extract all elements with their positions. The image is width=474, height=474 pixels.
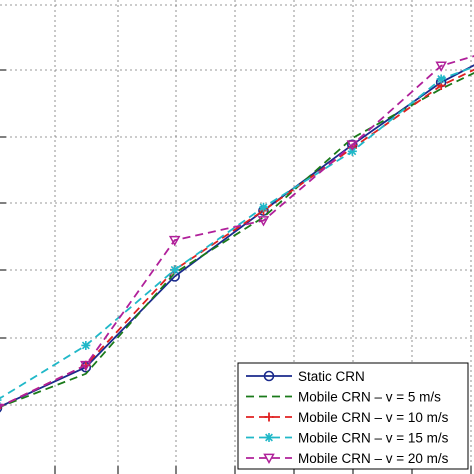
series-line-5 <box>0 55 474 408</box>
legend-label-5: Mobile CRN – v = 20 m/s <box>298 451 449 466</box>
legend-marker-4 <box>264 433 274 442</box>
legend-label-2: Mobile CRN – v = 5 m/s <box>298 390 441 405</box>
series-line-2 <box>0 72 474 408</box>
series-line-3 <box>0 68 474 408</box>
legend-label-1: Static CRN <box>298 369 365 384</box>
series-4-marker <box>81 340 91 350</box>
legend: Static CRN Mobile CRN – v = 5 m/s Mobile C… <box>237 362 469 470</box>
legend-box <box>237 362 469 470</box>
legend-marker-5 <box>263 453 275 465</box>
legend-label-4: Mobile CRN – v = 15 m/s <box>298 431 449 446</box>
series-4-marker <box>347 146 357 156</box>
legend-marker-3 <box>264 412 274 422</box>
series-4-marker <box>436 74 446 84</box>
series-5-marker <box>80 360 92 372</box>
series-line-1 <box>0 64 474 408</box>
series-5-marker <box>435 61 447 72</box>
series-4-marker <box>259 202 268 212</box>
series-5-marker <box>168 235 181 247</box>
series-4-marker <box>170 265 180 275</box>
series-lines <box>0 55 474 413</box>
legend-marker-1 <box>263 370 275 382</box>
series-5-marker <box>346 140 359 151</box>
legend-label-3: Mobile CRN – v = 10 m/s <box>298 410 449 425</box>
series-5-marker <box>257 216 270 227</box>
